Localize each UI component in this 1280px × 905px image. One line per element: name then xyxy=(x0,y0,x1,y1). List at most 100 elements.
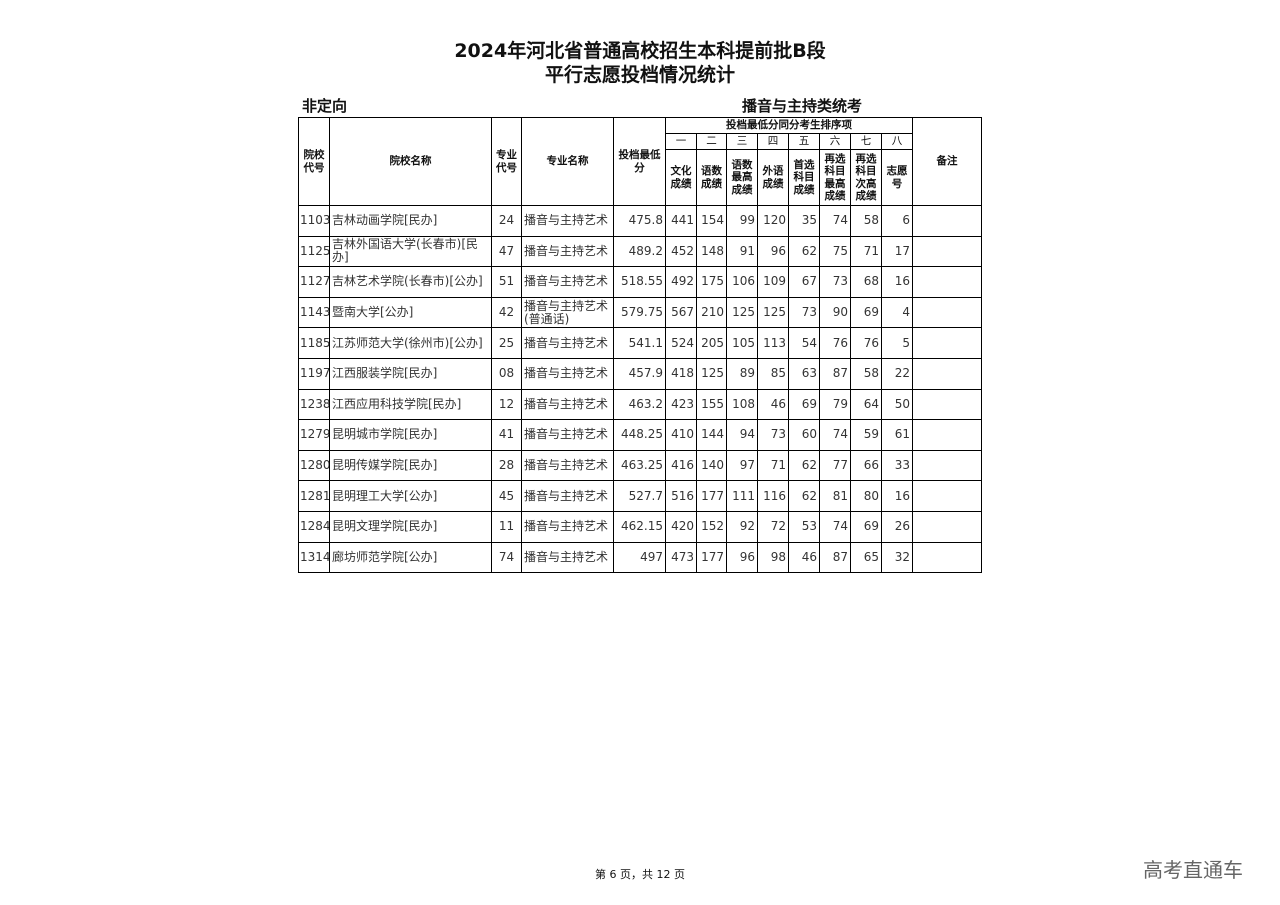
cell-school-code: 1103 xyxy=(298,205,330,237)
cell-first-subject-score: 63 xyxy=(788,357,820,390)
cell-major-name: 播音与主持艺术 xyxy=(521,205,614,237)
page-footer: 第 6 页，共 12 页 xyxy=(595,868,685,881)
cell-chinese-math-max: 99 xyxy=(726,205,758,237)
cell-elective-max: 74 xyxy=(819,510,851,543)
cell-remark xyxy=(912,205,982,237)
cell-elective-max: 74 xyxy=(819,205,851,237)
header-min-score: 投档最低分 xyxy=(613,117,666,206)
cell-chinese-math-max: 111 xyxy=(726,480,758,512)
cell-school-code: 1197 xyxy=(298,357,330,390)
cell-culture-score: 423 xyxy=(665,388,697,421)
header-rank-numeral: 二 xyxy=(696,133,727,150)
cell-major-code: 12 xyxy=(491,388,522,421)
cell-major-name: 播音与主持艺术(普通话) xyxy=(521,296,614,329)
cell-min-score: 475.8 xyxy=(613,205,666,237)
header-rank-numeral: 七 xyxy=(850,133,882,150)
cell-min-score: 518.55 xyxy=(613,266,666,298)
cell-chinese-math-max: 108 xyxy=(726,388,758,421)
cell-culture-score: 416 xyxy=(665,449,697,482)
cell-chinese-math-max: 89 xyxy=(726,357,758,390)
cell-remark xyxy=(912,266,982,298)
cell-chinese-math-score: 155 xyxy=(696,388,727,421)
batch-label: 播音与主持类统考 xyxy=(742,97,863,115)
cell-foreign-lang-score: 116 xyxy=(757,480,789,512)
admission-table: 院校代号 院校名称 专业代号 专业名称 投档最低分 投档最低分同分考生排序项 备… xyxy=(298,117,982,574)
table-row: 1127 吉林艺术学院(长春市)[公办] 51 播音与主持艺术 518.55 492 175… xyxy=(298,266,982,298)
cell-foreign-lang-score: 71 xyxy=(757,449,789,482)
cell-first-subject-score: 62 xyxy=(788,480,820,512)
cell-foreign-lang-score: 120 xyxy=(757,205,789,237)
cell-major-name: 播音与主持艺术 xyxy=(521,480,614,512)
header-rank-numeral: 五 xyxy=(788,133,820,150)
cell-remark xyxy=(912,235,982,268)
cell-major-code: 51 xyxy=(491,266,522,298)
cell-major-name: 播音与主持艺术 xyxy=(521,449,614,482)
cell-school-name: 江西服装学院[民办] xyxy=(329,357,492,390)
cell-min-score: 448.25 xyxy=(613,419,666,451)
document-subtitle: 平行志愿投档情况统计 xyxy=(544,64,735,86)
cell-elective-max: 76 xyxy=(819,327,851,359)
cell-chinese-math-score: 152 xyxy=(696,510,727,543)
header-school-name: 院校名称 xyxy=(329,117,492,206)
header-tiebreak-item: 再选科目最高成绩 xyxy=(819,149,851,206)
table-row: 1284 昆明文理学院[民办] 11 播音与主持艺术 462.15 420 152 92 72 5… xyxy=(298,510,982,543)
cell-first-subject-score: 60 xyxy=(788,419,820,451)
cell-first-subject-score: 67 xyxy=(788,266,820,298)
cell-chinese-math-max: 91 xyxy=(726,235,758,268)
cell-remark xyxy=(912,327,982,359)
cell-preference-no: 6 xyxy=(881,205,913,237)
table-row: 1280 昆明传媒学院[民办] 28 播音与主持艺术 463.25 416 140 97 71 6… xyxy=(298,449,982,482)
table-row: 1238 江西应用科技学院[民办] 12 播音与主持艺术 463.2 423 155 108 4… xyxy=(298,388,982,421)
cell-min-score: 457.9 xyxy=(613,357,666,390)
cell-school-name: 廊坊师范学院[公办] xyxy=(329,541,492,574)
cell-elective-second: 80 xyxy=(850,480,882,512)
cell-culture-score: 420 xyxy=(665,510,697,543)
cell-major-name: 播音与主持艺术 xyxy=(521,235,614,268)
cell-school-code: 1238 xyxy=(298,388,330,421)
cell-major-name: 播音与主持艺术 xyxy=(521,327,614,359)
cell-major-code: 41 xyxy=(491,419,522,451)
cell-major-name: 播音与主持艺术 xyxy=(521,357,614,390)
cell-chinese-math-max: 97 xyxy=(726,449,758,482)
cell-foreign-lang-score: 109 xyxy=(757,266,789,298)
cell-preference-no: 26 xyxy=(881,510,913,543)
cell-elective-max: 75 xyxy=(819,235,851,268)
cell-elective-second: 69 xyxy=(850,510,882,543)
cell-min-score: 489.2 xyxy=(613,235,666,268)
cell-preference-no: 16 xyxy=(881,266,913,298)
cell-preference-no: 5 xyxy=(881,327,913,359)
cell-chinese-math-max: 105 xyxy=(726,327,758,359)
cell-major-code: 24 xyxy=(491,205,522,237)
cell-major-code: 47 xyxy=(491,235,522,268)
header-tiebreak-item: 语数成绩 xyxy=(696,149,727,206)
cell-elective-second: 58 xyxy=(850,357,882,390)
cell-school-code: 1143 xyxy=(298,296,330,329)
cell-school-name: 吉林艺术学院(长春市)[公办] xyxy=(329,266,492,298)
cell-chinese-math-max: 96 xyxy=(726,541,758,574)
cell-chinese-math-score: 175 xyxy=(696,266,727,298)
cell-foreign-lang-score: 46 xyxy=(757,388,789,421)
cell-major-name: 播音与主持艺术 xyxy=(521,388,614,421)
cell-culture-score: 567 xyxy=(665,296,697,329)
cell-preference-no: 33 xyxy=(881,449,913,482)
cell-remark xyxy=(912,357,982,390)
cell-school-name: 昆明文理学院[民办] xyxy=(329,510,492,543)
cell-foreign-lang-score: 96 xyxy=(757,235,789,268)
cell-major-code: 28 xyxy=(491,449,522,482)
cell-school-code: 1125 xyxy=(298,235,330,268)
cell-min-score: 541.1 xyxy=(613,327,666,359)
table-row: 1185 江苏师范大学(徐州市)[公办] 25 播音与主持艺术 541.1 524 205 1… xyxy=(298,327,982,359)
header-rank-numeral: 六 xyxy=(819,133,851,150)
cell-elective-max: 87 xyxy=(819,541,851,574)
table-row: 1125 吉林外国语大学(长春市)[民办] 47 播音与主持艺术 489.2 452 148… xyxy=(298,235,982,268)
cell-elective-second: 71 xyxy=(850,235,882,268)
cell-school-name: 吉林外国语大学(长春市)[民办] xyxy=(329,235,492,268)
cell-school-code: 1314 xyxy=(298,541,330,574)
cell-chinese-math-max: 125 xyxy=(726,296,758,329)
cell-major-name: 播音与主持艺术 xyxy=(521,510,614,543)
cell-major-name: 播音与主持艺术 xyxy=(521,541,614,574)
cell-school-code: 1280 xyxy=(298,449,330,482)
cell-elective-max: 81 xyxy=(819,480,851,512)
cell-school-name: 昆明传媒学院[民办] xyxy=(329,449,492,482)
cell-elective-max: 74 xyxy=(819,419,851,451)
